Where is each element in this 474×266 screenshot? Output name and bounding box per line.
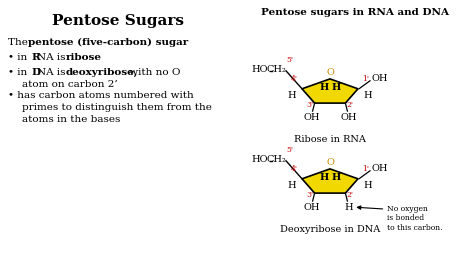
Text: HO: HO	[252, 155, 268, 164]
Text: 4': 4'	[291, 75, 298, 83]
Text: OH: OH	[372, 164, 389, 173]
Text: 2': 2'	[346, 191, 354, 199]
Text: OH: OH	[303, 113, 320, 122]
Text: deoxyribose,: deoxyribose,	[66, 68, 138, 77]
Text: H: H	[364, 90, 372, 99]
Text: CH₂: CH₂	[266, 65, 286, 74]
Text: H: H	[331, 172, 341, 181]
Text: 1': 1'	[362, 75, 369, 83]
Text: 5': 5'	[286, 146, 293, 154]
Text: 5': 5'	[286, 56, 293, 64]
Text: H: H	[364, 181, 372, 189]
Text: 2': 2'	[346, 101, 354, 109]
Text: H: H	[319, 172, 328, 181]
Text: 1': 1'	[362, 165, 369, 173]
Text: Pentose Sugars: Pentose Sugars	[52, 14, 184, 28]
Text: O: O	[326, 68, 334, 77]
Text: • has carbon atoms numbered with: • has carbon atoms numbered with	[8, 91, 194, 100]
Text: The: The	[8, 38, 31, 47]
Text: ribose: ribose	[66, 53, 102, 62]
Text: primes to distinguish them from the: primes to distinguish them from the	[22, 103, 212, 112]
Text: H: H	[288, 181, 296, 189]
Text: atom on carbon 2’: atom on carbon 2’	[22, 80, 118, 89]
Text: • in: • in	[8, 68, 30, 77]
Text: Pentose sugars in RNA and DNA: Pentose sugars in RNA and DNA	[261, 8, 449, 17]
Text: D: D	[31, 68, 40, 77]
Text: atoms in the bases: atoms in the bases	[22, 115, 120, 124]
Text: NA is: NA is	[37, 68, 69, 77]
Text: 3': 3'	[307, 101, 314, 109]
Text: 3': 3'	[307, 191, 314, 199]
Text: H: H	[288, 90, 296, 99]
Text: CH₂: CH₂	[266, 155, 286, 164]
Polygon shape	[302, 79, 358, 103]
Text: OH: OH	[372, 74, 389, 83]
Text: No oxygen
is bonded
to this carbon.: No oxygen is bonded to this carbon.	[387, 205, 443, 231]
Text: NA is: NA is	[37, 53, 69, 62]
Text: R: R	[31, 53, 40, 62]
Text: Deoxyribose in DNA: Deoxyribose in DNA	[280, 225, 380, 234]
Text: O: O	[326, 158, 334, 167]
Text: with no O: with no O	[126, 68, 181, 77]
Text: H: H	[331, 82, 341, 92]
Polygon shape	[302, 169, 358, 193]
Text: H: H	[319, 82, 328, 92]
Text: OH: OH	[303, 203, 320, 212]
Text: pentose (five-carbon) sugar: pentose (five-carbon) sugar	[28, 38, 188, 47]
Text: Ribose in RNA: Ribose in RNA	[294, 135, 366, 144]
Text: H: H	[344, 203, 353, 212]
Text: • in: • in	[8, 53, 30, 62]
Text: 4': 4'	[291, 165, 298, 173]
Text: OH: OH	[340, 113, 356, 122]
Text: HO: HO	[252, 65, 268, 74]
